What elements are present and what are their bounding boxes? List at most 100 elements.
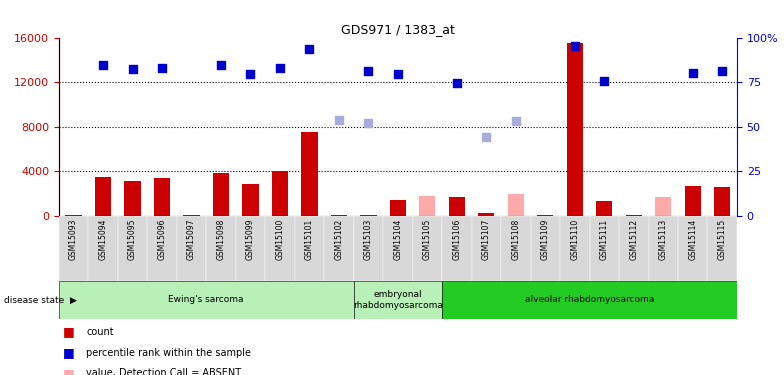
- Point: [510, 118, 522, 124]
- Point: [687, 70, 699, 76]
- Point: [598, 78, 611, 84]
- Point: [332, 117, 345, 123]
- Bar: [442, 216, 472, 281]
- Text: GSM15108: GSM15108: [511, 219, 521, 260]
- Text: GSM15110: GSM15110: [570, 219, 579, 260]
- Text: GSM15114: GSM15114: [688, 219, 697, 260]
- Title: GDS971 / 1383_at: GDS971 / 1383_at: [341, 23, 455, 36]
- Point: [244, 71, 256, 77]
- Text: GSM15102: GSM15102: [335, 219, 343, 260]
- Point: [568, 44, 581, 50]
- Bar: [531, 216, 560, 281]
- Point: [362, 68, 375, 74]
- Point: [480, 134, 492, 140]
- Bar: [65, 215, 82, 216]
- Bar: [59, 281, 354, 319]
- Bar: [242, 184, 259, 216]
- Point: [156, 64, 169, 70]
- Bar: [648, 216, 678, 281]
- Bar: [354, 281, 442, 319]
- Bar: [213, 173, 229, 216]
- Point: [451, 80, 463, 86]
- Bar: [567, 43, 583, 216]
- Text: GSM15113: GSM15113: [659, 219, 668, 260]
- Point: [215, 62, 227, 68]
- Point: [274, 64, 286, 70]
- Bar: [236, 216, 265, 281]
- Text: GSM15107: GSM15107: [482, 219, 491, 260]
- Point: [391, 71, 405, 77]
- Text: GSM15100: GSM15100: [275, 219, 285, 260]
- Bar: [301, 132, 318, 216]
- Bar: [390, 200, 406, 216]
- Text: GSM15094: GSM15094: [99, 219, 107, 260]
- Bar: [265, 216, 295, 281]
- Bar: [419, 196, 435, 216]
- Bar: [678, 216, 707, 281]
- Text: GSM15111: GSM15111: [600, 219, 609, 260]
- Text: GSM15109: GSM15109: [541, 219, 550, 260]
- Text: Ewing's sarcoma: Ewing's sarcoma: [169, 296, 244, 304]
- Text: ■: ■: [63, 346, 74, 359]
- Text: GSM15104: GSM15104: [394, 219, 402, 260]
- Text: GSM15103: GSM15103: [364, 219, 373, 260]
- Bar: [272, 171, 288, 216]
- Bar: [176, 216, 206, 281]
- Point: [303, 46, 316, 52]
- Bar: [59, 216, 89, 281]
- Text: percentile rank within the sample: percentile rank within the sample: [86, 348, 251, 357]
- Bar: [154, 178, 170, 216]
- Text: GSM15093: GSM15093: [69, 219, 78, 260]
- Text: ■: ■: [63, 367, 74, 375]
- Text: GSM15106: GSM15106: [452, 219, 461, 260]
- Bar: [590, 216, 619, 281]
- Bar: [412, 216, 442, 281]
- Bar: [508, 195, 524, 216]
- Text: GSM15097: GSM15097: [187, 219, 196, 260]
- Text: GSM15095: GSM15095: [128, 219, 137, 260]
- Bar: [472, 216, 501, 281]
- Text: GSM15098: GSM15098: [216, 219, 226, 260]
- Text: GSM15099: GSM15099: [246, 219, 255, 260]
- Bar: [560, 216, 590, 281]
- Bar: [125, 181, 140, 216]
- Text: value, Detection Call = ABSENT: value, Detection Call = ABSENT: [86, 368, 241, 375]
- Bar: [89, 216, 118, 281]
- Point: [362, 120, 375, 126]
- Bar: [596, 201, 612, 216]
- Bar: [442, 281, 737, 319]
- Text: count: count: [86, 327, 114, 337]
- Bar: [626, 215, 642, 216]
- Bar: [147, 216, 176, 281]
- Bar: [655, 197, 671, 216]
- Text: GSM15105: GSM15105: [423, 219, 432, 260]
- Bar: [95, 177, 111, 216]
- Text: GSM15101: GSM15101: [305, 219, 314, 260]
- Bar: [354, 216, 383, 281]
- Text: embryonal
rhabdomyosarcoma: embryonal rhabdomyosarcoma: [353, 290, 443, 310]
- Bar: [684, 186, 701, 216]
- Bar: [383, 216, 412, 281]
- Bar: [361, 214, 376, 216]
- Text: GSM15096: GSM15096: [158, 219, 166, 260]
- Bar: [331, 215, 347, 216]
- Bar: [714, 187, 731, 216]
- Text: GSM15112: GSM15112: [630, 219, 638, 260]
- Text: disease state  ▶: disease state ▶: [4, 296, 77, 304]
- Point: [96, 62, 109, 68]
- Point: [716, 68, 728, 74]
- Text: ■: ■: [63, 326, 74, 338]
- Bar: [707, 216, 737, 281]
- Bar: [295, 216, 324, 281]
- Bar: [537, 214, 554, 216]
- Text: GSM15115: GSM15115: [717, 219, 727, 260]
- Bar: [324, 216, 354, 281]
- Text: alveolar rhabdomyosarcoma: alveolar rhabdomyosarcoma: [525, 296, 654, 304]
- Bar: [206, 216, 236, 281]
- Point: [126, 66, 139, 72]
- Bar: [478, 213, 495, 216]
- Bar: [501, 216, 531, 281]
- Bar: [118, 216, 147, 281]
- Bar: [183, 215, 200, 216]
- Bar: [448, 197, 465, 216]
